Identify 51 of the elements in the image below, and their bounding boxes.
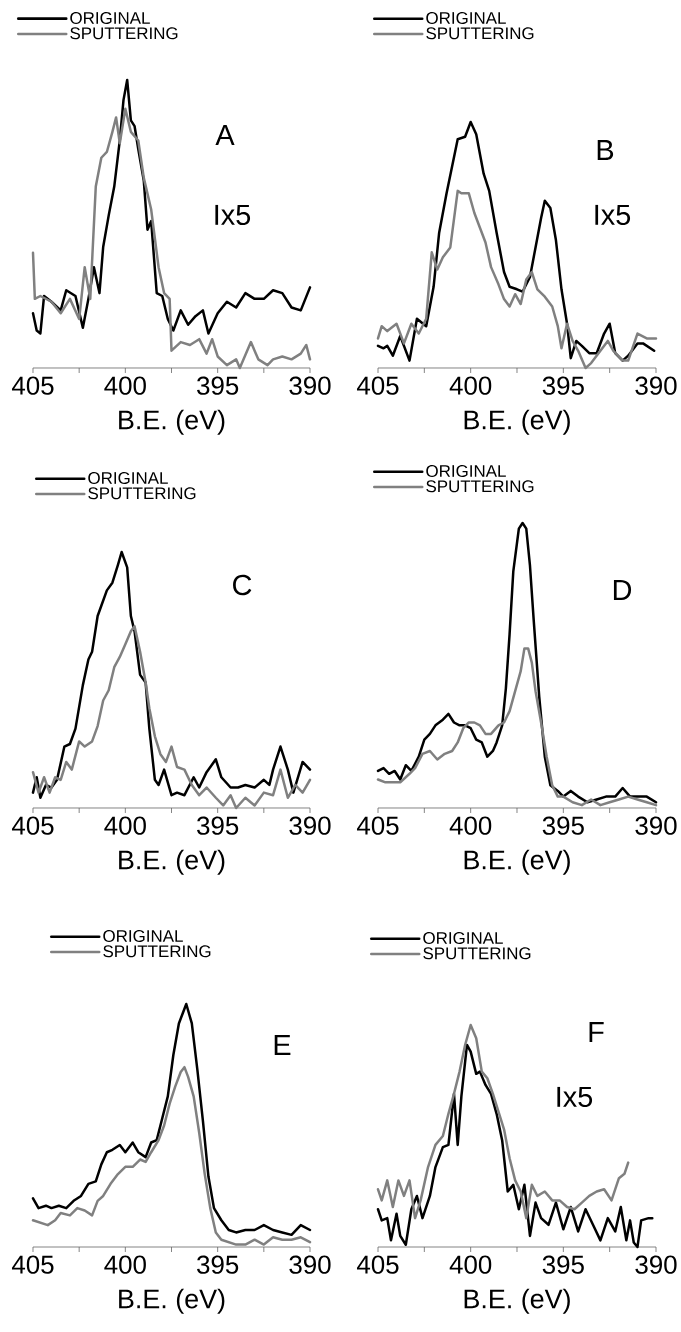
x-tick-label: 395 <box>542 1255 584 1274</box>
x-tick-label: 405 <box>11 816 54 835</box>
x-tick-label: 390 <box>289 1255 331 1274</box>
x-tick-label: 405 <box>11 1255 54 1274</box>
x-tick-label: 390 <box>635 1255 677 1274</box>
x-tick-label: 405 <box>356 376 399 395</box>
legend-label: SPUTTERING <box>70 27 178 40</box>
legend-label: SPUTTERING <box>88 487 196 500</box>
legend-label: ORIGINAL <box>88 471 168 484</box>
x-tick-label: 400 <box>104 816 146 835</box>
annotation: B <box>597 140 614 160</box>
annotation: Ix5 <box>557 1086 593 1108</box>
legend-label: ORIGINAL <box>426 464 506 477</box>
legend-label: SPUTTERING <box>426 480 534 493</box>
legend-label: ORIGINAL <box>423 931 503 944</box>
annotation: A <box>215 125 235 145</box>
x-axis-title: B.E. (eV) <box>464 409 570 435</box>
x-tick-label: 395 <box>197 816 239 835</box>
legend-label: SPUTTERING <box>426 27 534 40</box>
annotation: C <box>233 574 252 596</box>
legend-label: SPUTTERING <box>103 945 211 958</box>
annotation: E <box>274 1035 291 1055</box>
annotation: Ix5 <box>215 204 251 226</box>
x-tick-label: 395 <box>197 1255 239 1274</box>
x-tick-label: 400 <box>449 816 492 835</box>
x-tick-label: 390 <box>635 816 677 835</box>
x-tick-label: 395 <box>542 816 584 835</box>
legend-label: ORIGINAL <box>426 11 506 24</box>
x-axis-title: B.E. (eV) <box>119 849 225 875</box>
annotation: D <box>613 580 632 600</box>
x-axis-title: B.E. (eV) <box>464 849 570 875</box>
x-tick-label: 400 <box>449 376 492 395</box>
legend-label: SPUTTERING <box>423 947 531 960</box>
x-tick-label: 405 <box>356 1255 399 1274</box>
x-tick-label: 395 <box>542 376 584 395</box>
x-tick-label: 405 <box>11 376 54 395</box>
x-axis-title: B.E. (eV) <box>119 1288 225 1314</box>
x-tick-label: 395 <box>197 376 239 395</box>
x-tick-label: 405 <box>356 816 399 835</box>
x-axis-title: B.E. (eV) <box>464 1288 570 1314</box>
x-axis-title: B.E. (eV) <box>119 409 225 435</box>
x-tick-label: 390 <box>289 376 331 395</box>
x-tick-label: 400 <box>104 376 146 395</box>
x-tick-label: 390 <box>289 816 331 835</box>
annotation: Ix5 <box>595 204 631 226</box>
annotation: F <box>589 1022 604 1042</box>
x-tick-label: 390 <box>635 376 677 395</box>
x-tick-label: 400 <box>449 1255 492 1274</box>
legend-label: ORIGINAL <box>103 929 183 942</box>
legend-label: ORIGINAL <box>70 11 150 24</box>
x-tick-label: 400 <box>104 1255 146 1274</box>
